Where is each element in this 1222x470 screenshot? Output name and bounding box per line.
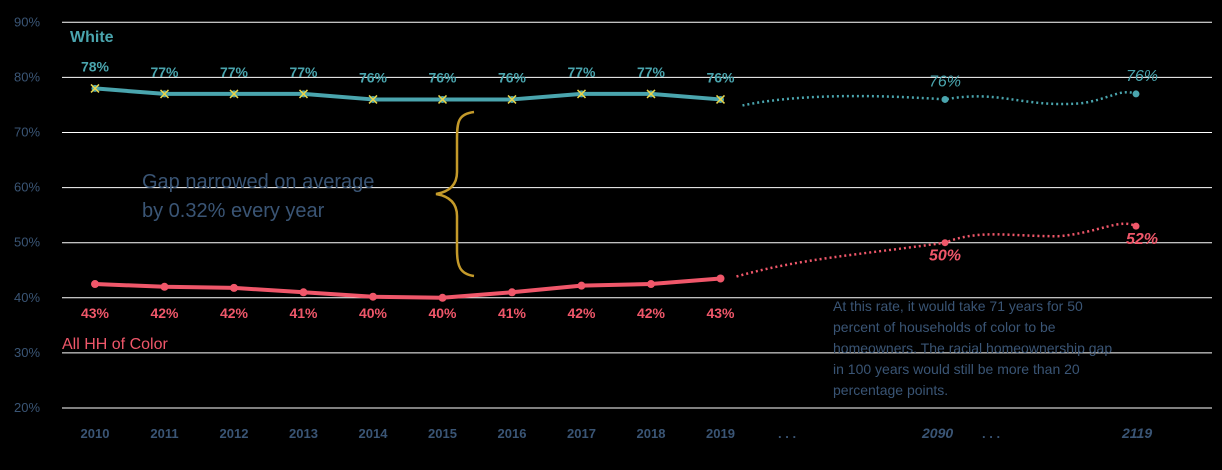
note-line-3: homeowners. The racial homeownership gap bbox=[833, 340, 1112, 356]
white-data-label: 76% bbox=[359, 69, 388, 85]
white-data-label: 78% bbox=[81, 58, 110, 74]
white-point-marker bbox=[298, 89, 309, 99]
color-projection-line bbox=[736, 222, 1137, 278]
color-point-marker bbox=[91, 280, 99, 289]
white-data-label: 76% bbox=[498, 69, 527, 85]
color-data-label: 41% bbox=[289, 305, 318, 321]
y-tick-label: 70% bbox=[14, 125, 40, 140]
white-projection-label: 76% bbox=[1126, 68, 1158, 85]
white-data-label: 77% bbox=[637, 64, 666, 80]
x-tick-label: 2019 bbox=[706, 426, 735, 441]
x-tick-label: 2014 bbox=[359, 426, 389, 441]
x-dots-after: . . . bbox=[982, 426, 1000, 441]
color-data-label: 43% bbox=[706, 305, 735, 321]
color-point-marker bbox=[716, 274, 725, 283]
white-data-label: 77% bbox=[567, 64, 596, 80]
y-tick-label: 60% bbox=[14, 180, 40, 195]
white-point-marker bbox=[90, 83, 100, 93]
color-projection-label: 52% bbox=[1126, 231, 1158, 248]
color-data-label: 43% bbox=[81, 305, 110, 321]
color-point-marker bbox=[369, 292, 377, 301]
white-point-marker bbox=[437, 94, 448, 104]
white-point-marker bbox=[368, 94, 378, 104]
series-group: 78% 77% 77% 77% 76% 76% 76% 77% 77% 76% 76% 76% 43% 4… bbox=[81, 58, 1158, 321]
color-data-label: 42% bbox=[637, 305, 666, 321]
x-tick-label: 2011 bbox=[150, 426, 178, 441]
white-point-marker bbox=[159, 89, 170, 99]
y-tick-label: 80% bbox=[14, 69, 40, 84]
x-tick-2119: 2119 bbox=[1121, 425, 1152, 441]
y-tick-label: 50% bbox=[14, 235, 40, 250]
y-axis-ticks: 90% 80% 70% 60% 50% 40% 30% 20% bbox=[14, 14, 40, 415]
color-point-marker bbox=[508, 288, 516, 297]
color-projection-label: 50% bbox=[929, 248, 961, 265]
y-tick-label: 40% bbox=[14, 290, 40, 305]
x-tick-label: 2018 bbox=[637, 426, 666, 441]
x-tick-2090: 2090 bbox=[921, 425, 953, 441]
gap-annotation-line1: Gap narrowed on average bbox=[142, 171, 374, 193]
note-line-1: At this rate, it would take 71 years for… bbox=[833, 298, 1083, 314]
white-data-label: 77% bbox=[150, 64, 179, 80]
note-line-5: percentage points. bbox=[833, 382, 948, 398]
white-data-label: 77% bbox=[289, 64, 318, 80]
x-axis-ticks: 2010 2011 2012 2013 2014 2015 2016 2017 2018 2019 bbox=[81, 426, 735, 441]
color-data-label: 40% bbox=[428, 305, 457, 321]
y-tick-label: 20% bbox=[14, 400, 40, 415]
x-tick-label: 2012 bbox=[220, 426, 249, 441]
gap-bracket bbox=[435, 110, 475, 278]
y-tick-label: 90% bbox=[14, 14, 40, 29]
white-point-marker bbox=[646, 89, 656, 99]
white-projection-point bbox=[941, 95, 949, 103]
y-tick-label: 30% bbox=[14, 345, 40, 360]
color-point-marker bbox=[230, 283, 238, 292]
note-line-2: percent of households of color to be bbox=[833, 319, 1056, 335]
color-projection-point bbox=[1132, 222, 1140, 230]
x-dots-before: . . . bbox=[778, 426, 796, 441]
white-point-marker bbox=[715, 94, 726, 104]
color-point-marker bbox=[577, 281, 586, 290]
gridlines bbox=[62, 21, 1212, 409]
white-projection-label: 76% bbox=[929, 73, 961, 90]
color-point-marker bbox=[438, 293, 447, 302]
series-name-color: All HH of Color bbox=[62, 336, 168, 353]
white-data-label: 76% bbox=[706, 69, 735, 85]
color-data-label: 40% bbox=[359, 305, 388, 321]
white-projection-line bbox=[742, 91, 1137, 107]
gap-annotation-line2: by 0.32% every year bbox=[142, 200, 325, 222]
white-point-marker bbox=[229, 89, 239, 99]
color-data-label: 41% bbox=[498, 305, 527, 321]
color-point-marker bbox=[647, 280, 655, 289]
color-projection-point bbox=[941, 239, 949, 247]
white-point-marker bbox=[507, 94, 517, 104]
white-data-label: 77% bbox=[220, 64, 249, 80]
x-tick-label: 2010 bbox=[81, 426, 110, 441]
color-data-label: 42% bbox=[150, 305, 179, 321]
color-point-marker bbox=[160, 282, 169, 291]
color-data-label: 42% bbox=[220, 305, 249, 321]
x-tick-label: 2016 bbox=[498, 426, 527, 441]
series-name-white: White bbox=[70, 29, 114, 46]
color-point-marker bbox=[299, 288, 308, 297]
color-data-label: 42% bbox=[567, 305, 596, 321]
x-tick-label: 2017 bbox=[567, 426, 596, 441]
white-point-marker bbox=[576, 89, 587, 99]
white-projection-point bbox=[1132, 90, 1140, 98]
white-data-label: 76% bbox=[428, 69, 457, 85]
x-tick-label: 2015 bbox=[428, 426, 457, 441]
note-line-4: in 100 years would still be more than 20 bbox=[833, 361, 1080, 377]
x-tick-label: 2013 bbox=[289, 426, 318, 441]
color-series-line bbox=[94, 276, 721, 300]
white-series-line bbox=[94, 86, 721, 102]
